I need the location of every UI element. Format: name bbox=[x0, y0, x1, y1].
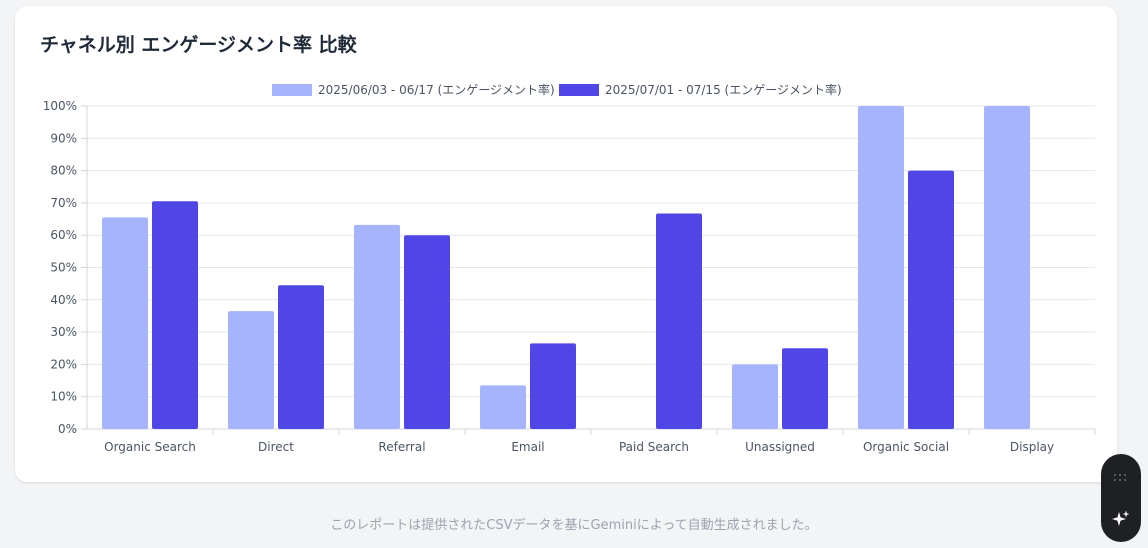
drag-handle-icon[interactable] bbox=[1114, 474, 1128, 484]
y-axis: 0% 10% 20% 30% 40% 50% 60% 70% 80% 90% 100% bbox=[43, 99, 88, 436]
x-tick-label: Display bbox=[1010, 440, 1054, 454]
y-tick-label: 80% bbox=[50, 164, 77, 178]
y-tick-label: 50% bbox=[50, 261, 77, 275]
bar[interactable] bbox=[354, 224, 400, 429]
chart-bars bbox=[102, 106, 1030, 429]
chart-legend[interactable]: 2025/06/03 - 06/17 (エンゲージメント率) 2025/07/01… bbox=[272, 82, 842, 97]
chart-title: チャネル別 エンゲージメント率 比較 bbox=[40, 34, 357, 56]
x-tick-label: Referral bbox=[378, 440, 425, 454]
y-tick-label: 40% bbox=[50, 293, 77, 307]
y-tick-label: 30% bbox=[50, 325, 77, 339]
x-tick-label: Email bbox=[511, 440, 544, 454]
bar[interactable] bbox=[782, 348, 828, 429]
chart-card: チャネル別 エンゲージメント率 比較 2025/06/03 - 06/17 (エ… bbox=[15, 6, 1117, 482]
bar[interactable] bbox=[102, 217, 148, 429]
legend-swatch bbox=[559, 84, 599, 96]
bar[interactable] bbox=[656, 213, 702, 429]
legend-item[interactable]: 2025/07/01 - 07/15 (エンゲージメント率) bbox=[559, 82, 842, 97]
y-tick-label: 90% bbox=[50, 131, 77, 145]
bar[interactable] bbox=[152, 201, 198, 429]
x-tick-label: Unassigned bbox=[745, 440, 815, 454]
y-tick-label: 70% bbox=[50, 196, 77, 210]
legend-label: 2025/07/01 - 07/15 (エンゲージメント率) bbox=[605, 82, 842, 97]
x-tick-label: Organic Social bbox=[863, 440, 949, 454]
y-tick-label: 0% bbox=[58, 422, 77, 436]
bar[interactable] bbox=[858, 106, 904, 429]
y-tick-label: 10% bbox=[50, 390, 77, 404]
sparkle-icon[interactable] bbox=[1111, 509, 1131, 529]
bar-chart: 2025/06/03 - 06/17 (エンゲージメント率) 2025/07/01… bbox=[43, 82, 1096, 454]
floating-assistant-widget[interactable] bbox=[1101, 454, 1141, 542]
x-tick-label: Organic Search bbox=[104, 440, 196, 454]
bar[interactable] bbox=[228, 311, 274, 429]
x-tick-label: Paid Search bbox=[619, 440, 689, 454]
legend-label: 2025/06/03 - 06/17 (エンゲージメント率) bbox=[318, 82, 555, 97]
bar[interactable] bbox=[404, 235, 450, 429]
y-tick-label: 60% bbox=[50, 228, 77, 242]
bar[interactable] bbox=[278, 285, 324, 429]
y-tick-label: 20% bbox=[50, 357, 77, 371]
bar[interactable] bbox=[908, 170, 954, 429]
legend-swatch bbox=[272, 84, 312, 96]
bar[interactable] bbox=[732, 364, 778, 429]
x-tick-label: Direct bbox=[258, 440, 294, 454]
legend-item[interactable]: 2025/06/03 - 06/17 (エンゲージメント率) bbox=[272, 82, 555, 97]
bar[interactable] bbox=[984, 106, 1030, 429]
x-axis: Organic Search Direct Referral Email Paid Se… bbox=[104, 429, 1096, 454]
footer-note: このレポートは提供されたCSVデータを基にGeminiによって自動生成されました… bbox=[330, 518, 818, 533]
bar[interactable] bbox=[530, 343, 576, 429]
bar[interactable] bbox=[480, 385, 526, 429]
y-tick-label: 100% bbox=[43, 99, 77, 113]
